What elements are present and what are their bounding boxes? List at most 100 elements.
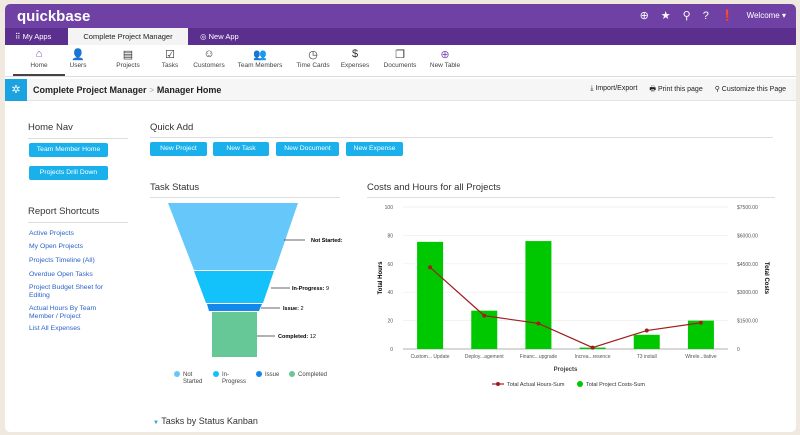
quickbase-logo[interactable]: quickbase — [17, 8, 91, 25]
toolbar-item-team-members[interactable]: 👥 Team Members — [234, 48, 286, 69]
funnel-in-progress[interactable] — [194, 271, 274, 303]
y2-tick-label: $6000.00 — [737, 233, 758, 239]
funnel-label-not-started: Not Started: — [311, 238, 343, 244]
y-tick-label: 80 — [387, 233, 393, 239]
toolbar-item-tasks[interactable]: ☑ Tasks — [144, 48, 196, 69]
task-status-funnel: Not Started: In-Progress: 9 Issue: 2 Com… — [168, 203, 343, 385]
toolbar-item-home[interactable]: ⌂ Home — [13, 48, 65, 76]
x-tick-label: Deploy...agement — [465, 354, 504, 360]
new-task-button[interactable]: New Task — [213, 142, 269, 156]
table-toolbar: ⌂ Home 👤 Users ▤ Projects ☑ Tasks ☺ Customers 👥 Tea… — [5, 45, 796, 77]
link-project-budget-sheet[interactable]: Project Budget Sheet for Editing — [29, 284, 104, 299]
users-icon: 👤 — [71, 49, 85, 61]
new-project-button[interactable]: New Project — [150, 142, 207, 156]
search-icon[interactable]: ⚲ — [682, 10, 691, 22]
x-tick-label: Custom... Update — [411, 354, 450, 360]
projects-icon: ▤ — [122, 49, 134, 61]
import-export-link[interactable]: ⤓ Import/Export — [590, 85, 638, 92]
legend-issue[interactable]: Issue — [265, 372, 280, 378]
time-cards-icon: ◷ — [308, 49, 318, 61]
y-tick-label: 60 — [387, 262, 393, 268]
toolbar-item-documents[interactable]: ❐ Documents — [374, 48, 426, 69]
alert-icon[interactable]: ❗ — [720, 10, 735, 22]
toolbar-label: New Table — [429, 62, 461, 69]
link-my-open-projects[interactable]: My Open Projects — [29, 243, 84, 250]
legend-not-started[interactable]: Not Started — [183, 372, 202, 385]
expenses-icon: $ — [351, 48, 359, 60]
link-actual-hours[interactable]: Actual Hours By Team Member / Project — [29, 305, 97, 320]
bar-4 — [633, 334, 660, 349]
toolbar-item-customers[interactable]: ☺ Customers — [183, 48, 235, 69]
plus-circle-icon[interactable]: ⊕ — [639, 10, 649, 22]
kanban-section[interactable]: ▼ Tasks by Status Kanban — [153, 416, 258, 426]
link-overdue-open-tasks[interactable]: Overdue Open Tasks — [29, 271, 93, 278]
hours-point-4 — [644, 328, 649, 333]
welcome-menu[interactable]: Welcome ▾ — [746, 11, 786, 20]
link-active-projects[interactable]: Active Projects — [29, 230, 74, 237]
tab-complete-project-manager[interactable]: Complete Project Manager — [68, 28, 188, 45]
task-status-title: Task Status — [150, 182, 200, 193]
legend-line-marker — [496, 382, 500, 386]
report-shortcuts-title: Report Shortcuts — [28, 206, 100, 217]
gear-icon[interactable]: ✲ — [5, 79, 27, 101]
funnel-completed[interactable] — [212, 312, 257, 357]
funnel-label-issue: Issue: 2 — [283, 306, 304, 312]
funnel-not-started[interactable] — [168, 203, 298, 270]
legend-hours: Total Actual Hours-Sum — [507, 382, 565, 388]
legend-bar-marker — [577, 381, 583, 387]
tab-new-app[interactable]: ◎ New App — [200, 32, 239, 41]
toolbar-item-expenses[interactable]: $ Expenses — [329, 48, 381, 69]
breadcrumb-app[interactable]: Complete Project Manager — [33, 85, 147, 95]
legend-dot-in-progress — [213, 371, 219, 377]
x-axis-label: Projects — [554, 367, 578, 373]
link-list-all-expenses[interactable]: List All Expenses — [29, 325, 81, 332]
hours-point-3 — [590, 345, 595, 350]
new-expense-button[interactable]: New Expense — [346, 142, 403, 156]
help-icon[interactable]: ? — [702, 9, 709, 22]
import-label: Import/Export — [595, 85, 638, 92]
y-tick-label: 20 — [387, 319, 393, 325]
toolbar-item-time-cards[interactable]: ◷ Time Cards — [287, 48, 339, 69]
legend-costs: Total Project Costs-Sum — [586, 382, 645, 388]
toolbar-label: Team Members — [237, 62, 283, 69]
team-member-home-button[interactable]: Team Member Home — [29, 143, 108, 157]
toolbar-item-projects[interactable]: ▤ Projects — [102, 48, 154, 69]
tab-my-apps[interactable]: ⠿ My Apps — [15, 32, 52, 41]
legend-completed[interactable]: Completed — [298, 372, 327, 378]
kanban-title: Tasks by Status Kanban — [161, 416, 258, 426]
legend-dot-completed — [289, 371, 295, 377]
projects-drill-down-button[interactable]: Projects Drill Down — [29, 166, 108, 180]
toolbar-label: Home — [30, 62, 48, 69]
y2-tick-label: $4500.00 — [737, 262, 758, 268]
home-nav-title: Home Nav — [28, 122, 73, 133]
new-document-button[interactable]: New Document — [276, 142, 339, 156]
team-members-icon: 👥 — [253, 49, 267, 61]
toolbar-item-users[interactable]: 👤 Users — [52, 48, 104, 69]
y-axis-label: Total Hours — [378, 261, 384, 295]
costs-hours-title: Costs and Hours for all Projects — [367, 182, 501, 193]
funnel-issue[interactable] — [207, 304, 262, 311]
customize-label: Customize this Page — [721, 86, 786, 93]
tab-label: My Apps — [22, 32, 52, 41]
toolbar-label: Users — [69, 62, 87, 69]
app-tabs: ⠿ My Apps Complete Project Manager ◎ New… — [5, 28, 796, 45]
toolbar-label: Customers — [193, 62, 225, 69]
breadcrumb-bar: ✲ Complete Project Manager > Manager Hom… — [5, 79, 796, 101]
legend-in-progress[interactable]: In-Progress — [222, 372, 246, 385]
print-label: Print this page — [657, 86, 703, 93]
funnel-label-completed: Completed: 12 — [278, 334, 316, 340]
documents-icon: ❐ — [395, 49, 405, 61]
hours-point-2 — [536, 321, 541, 326]
funnel-label-in-progress: In-Progress: 9 — [292, 286, 329, 292]
breadcrumb-page: Manager Home — [156, 85, 222, 95]
legend-dot-not-started — [174, 371, 180, 377]
toolbar-label: Projects — [116, 62, 140, 69]
toolbar-item-new-table[interactable]: ⊕ New Table — [419, 48, 471, 69]
breadcrumb: Complete Project Manager > Manager Home — [33, 85, 221, 95]
star-icon[interactable]: ★ — [660, 10, 671, 22]
link-projects-timeline[interactable]: Projects Timeline (All) — [29, 257, 95, 264]
collapse-triangle-icon[interactable]: ▼ — [153, 420, 159, 426]
customize-link[interactable]: ⚲ Customize this Page — [714, 86, 786, 93]
print-link[interactable]: 🖶 Print this page — [649, 86, 703, 93]
toolbar-label: Expenses — [340, 62, 370, 69]
